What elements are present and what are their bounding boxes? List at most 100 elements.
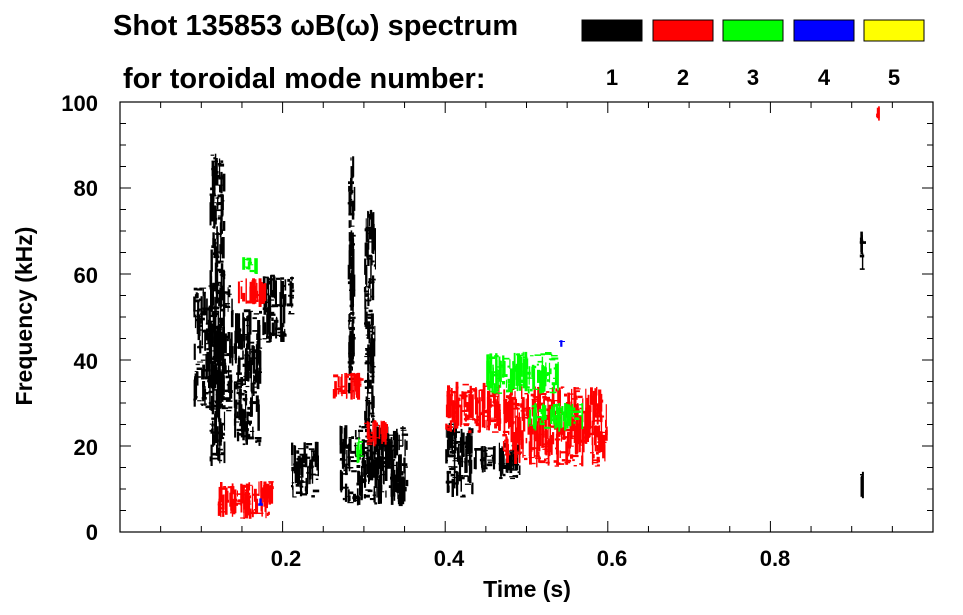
- spectrum-mark: [377, 479, 380, 504]
- spectrum-mark: [255, 395, 259, 412]
- spectrum-mark: [197, 346, 204, 349]
- spectrum-mark: [366, 425, 369, 427]
- spectrum-mark: [215, 233, 222, 235]
- spectrum-mark: [574, 410, 581, 413]
- spectrum-mark: [258, 367, 262, 384]
- spectrum-mark: [217, 311, 220, 332]
- spectrum-mark: [214, 205, 217, 225]
- spectrum-mark: [454, 443, 457, 454]
- spectrum-mark: [534, 388, 539, 390]
- spectrum-mark: [371, 361, 375, 384]
- spectrum-mark: [493, 399, 497, 419]
- spectrum-mark: [552, 407, 556, 418]
- spectrum-mark: [371, 385, 374, 410]
- spectrum-mark: [400, 429, 407, 431]
- spectrum-mark: [212, 432, 214, 447]
- spectrum-mark: [219, 248, 221, 262]
- spectrum-mark: [220, 423, 223, 434]
- spectrum-mark: [460, 495, 466, 498]
- spectrum-mark: [454, 404, 456, 433]
- spectrum-mark: [860, 239, 864, 242]
- spectrum-mark: [257, 349, 261, 364]
- spectrum-mark: [349, 198, 353, 201]
- spectrum-mark: [448, 466, 452, 468]
- spectrum-mark: [372, 421, 374, 442]
- spectrum-mark: [236, 431, 240, 442]
- spectrum-mark: [543, 426, 551, 429]
- spectrum-mark: [481, 400, 485, 428]
- spectrum-mark: [513, 352, 516, 380]
- spectrum-mark: [540, 411, 543, 415]
- spectrum-mark: [255, 440, 258, 443]
- spectrum-mark: [498, 403, 501, 431]
- spectrum-mark: [478, 412, 484, 416]
- spectrum-mark: [199, 317, 205, 321]
- spectrum-mark: [239, 411, 243, 425]
- spectrum-mark: [569, 410, 576, 413]
- spectrum-mark: [540, 416, 544, 425]
- spectrum-mark: [520, 379, 524, 382]
- spectrum-mark: [455, 431, 457, 451]
- spectrum-mark: [367, 210, 369, 228]
- spectrum-mark: [223, 441, 226, 464]
- spectrum-mark: [388, 485, 392, 488]
- spectrum-mark: [222, 340, 225, 363]
- series-mode-2: [217, 106, 880, 519]
- spectrum-mark: [194, 294, 197, 299]
- spectrum-mark: [220, 205, 223, 232]
- spectrum-mark: [260, 295, 264, 304]
- spectrum-mark: [592, 431, 597, 433]
- spectrum-mark: [384, 434, 388, 439]
- spectrum-mark: [366, 443, 373, 445]
- spectrum-mark: [509, 387, 517, 389]
- spectrum-mark: [354, 430, 357, 438]
- spectrum-mark: [293, 463, 296, 466]
- spectrum-mark: [479, 458, 483, 462]
- spectrum-mark: [507, 378, 511, 384]
- spectrum-mark: [258, 481, 260, 496]
- spectrum-mark: [301, 466, 303, 488]
- spectrum-mark: [539, 392, 547, 396]
- spectrum-mark: [368, 412, 375, 415]
- spectrum-mark: [463, 423, 470, 425]
- spectrum-mark: [234, 381, 237, 384]
- spectrum-mark: [220, 160, 224, 163]
- spectrum-mark: [463, 392, 467, 408]
- spectrum-mark: [461, 440, 464, 468]
- spectrum-mark: [498, 356, 501, 372]
- spectrum-mark: [349, 364, 352, 376]
- spectrum-mark: [248, 258, 252, 265]
- spectrum-mark: [221, 407, 229, 410]
- spectrum-mark: [348, 181, 354, 185]
- spectrum-mark: [531, 365, 537, 369]
- spectrum-mark: [516, 370, 518, 375]
- spectrum-mark: [292, 468, 293, 490]
- spectrum-mark: [193, 343, 196, 360]
- spectrum-mark: [545, 362, 547, 387]
- spectrum-mark: [222, 320, 225, 327]
- spectrum-mark: [221, 432, 225, 435]
- spectrum-mark: [486, 463, 493, 467]
- spectrum-mark: [259, 347, 263, 349]
- spectrum-mark: [402, 426, 404, 447]
- spectrum-mark: [472, 418, 476, 421]
- spectrum-mark: [196, 288, 203, 291]
- spectrum-mark: [351, 318, 355, 324]
- spectrum-mark: [311, 456, 314, 484]
- spectrum-mark: [211, 420, 214, 430]
- spectrum-mark: [351, 436, 354, 439]
- spectrum-mark: [401, 463, 408, 466]
- spectrum-mark: [240, 333, 244, 350]
- spectrum-mark: [567, 459, 572, 462]
- spectrum-mark: [602, 434, 606, 459]
- spectrum-mark: [348, 456, 351, 460]
- spectrum-mark: [205, 353, 208, 379]
- spectrum-mark: [382, 461, 384, 484]
- spectrum-mark: [243, 309, 251, 313]
- spectrum-mark: [222, 326, 225, 345]
- spectrum-mark: [361, 426, 366, 429]
- spectrum-mark: [347, 373, 354, 376]
- spectrum-mark: [215, 281, 219, 304]
- spectrum-mark: [306, 443, 313, 446]
